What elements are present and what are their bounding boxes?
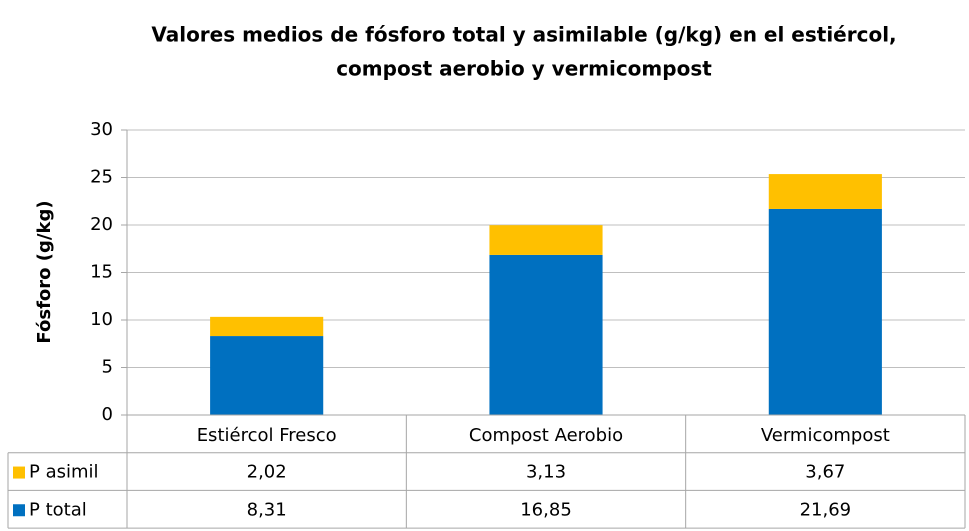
x-tick-label: Vermicompost [761, 425, 890, 446]
y-tick-label: 30 [90, 119, 113, 140]
table-value: 21,69 [800, 499, 852, 520]
y-tick-label: 15 [90, 262, 113, 283]
x-tick-label: Compost Aerobio [469, 425, 623, 446]
chart-title: compost aerobio y vermicompost [336, 57, 712, 81]
y-tick-label: 25 [90, 167, 113, 188]
legend-swatch [13, 466, 25, 479]
bar [210, 316, 324, 337]
y-tick-label: 10 [90, 309, 113, 330]
legend-swatch [13, 504, 25, 517]
legend-label: P asimil [29, 462, 99, 483]
y-tick-label: 0 [102, 404, 113, 425]
table-value: 2,02 [247, 462, 287, 483]
bar [210, 336, 324, 415]
y-tick-label: 20 [90, 214, 113, 235]
table-value: 8,31 [247, 499, 287, 520]
bar [768, 174, 882, 209]
bar [768, 208, 882, 415]
bar [489, 254, 603, 415]
y-tick-label: 5 [102, 357, 113, 378]
chart-title: Valores medios de fósforo total y asimil… [151, 23, 896, 47]
table-value: 16,85 [520, 499, 572, 520]
table-value: 3,67 [805, 462, 845, 483]
legend-label: P total [29, 499, 87, 520]
bar [489, 225, 603, 255]
table-value: 3,13 [526, 462, 566, 483]
x-tick-label: Estiércol Fresco [197, 425, 337, 446]
y-axis-label: Fósforo (g/kg) [34, 200, 55, 343]
